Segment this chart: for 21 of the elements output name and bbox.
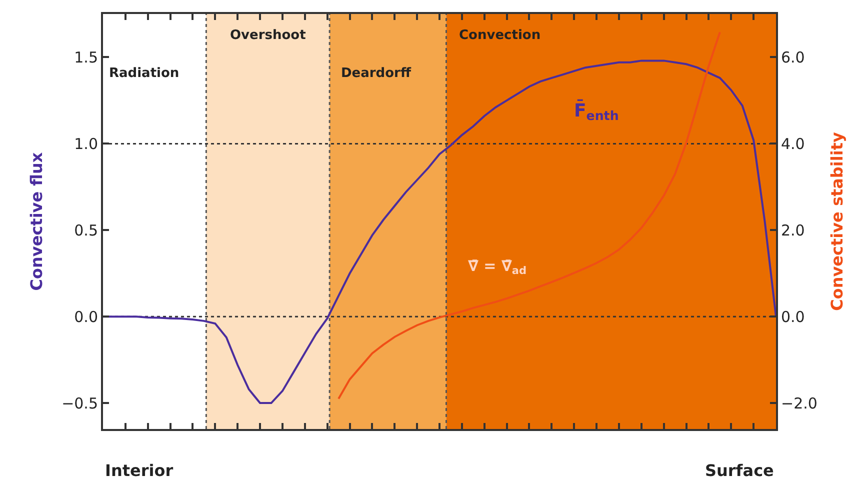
- y-tick-label: 0.5: [74, 221, 98, 240]
- y-tick-label: 1.0: [74, 134, 98, 153]
- text: Interior: [105, 461, 174, 480]
- y2-tick-label: 0.0: [781, 308, 805, 326]
- text: Surface: [705, 461, 774, 480]
- annotation: Overshoot: [230, 28, 306, 43]
- y2-axis-title: Convective stability: [828, 132, 847, 311]
- y2-tick-label: 4.0: [781, 134, 805, 153]
- y2-tick-label: −2.0: [781, 394, 818, 412]
- text: 0.0: [74, 308, 98, 326]
- annotation: Deardorff: [341, 66, 412, 81]
- y2-tick-label: 6.0: [781, 48, 805, 66]
- annotation: Radiation: [109, 66, 180, 81]
- annotation: Convection: [459, 28, 541, 43]
- annotation: F̄$_{enth}$: [574, 99, 619, 124]
- y-tick-label: 1.5: [74, 48, 98, 66]
- y2-tick-label: 2.0: [781, 221, 805, 240]
- y-tick-label: −0.5: [62, 394, 98, 412]
- annotation: ∇̄ = ∇̄$_{ad}$: [468, 257, 527, 278]
- y-axis-title: Convective flux: [26, 152, 46, 291]
- line-series: [338, 31, 721, 400]
